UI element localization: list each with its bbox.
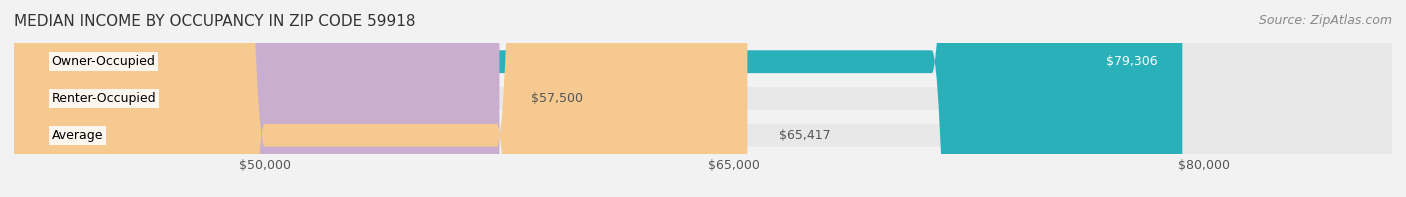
FancyBboxPatch shape [14,0,499,197]
FancyBboxPatch shape [14,0,1182,197]
Text: Owner-Occupied: Owner-Occupied [52,55,156,68]
FancyBboxPatch shape [14,0,1392,197]
Text: $79,306: $79,306 [1105,55,1157,68]
FancyBboxPatch shape [14,0,1392,197]
Text: MEDIAN INCOME BY OCCUPANCY IN ZIP CODE 59918: MEDIAN INCOME BY OCCUPANCY IN ZIP CODE 5… [14,14,416,29]
Text: $57,500: $57,500 [531,92,582,105]
Text: Renter-Occupied: Renter-Occupied [52,92,156,105]
FancyBboxPatch shape [14,0,1392,197]
Text: Source: ZipAtlas.com: Source: ZipAtlas.com [1258,14,1392,27]
FancyBboxPatch shape [14,0,748,197]
Text: $65,417: $65,417 [779,129,831,142]
Text: Average: Average [52,129,103,142]
